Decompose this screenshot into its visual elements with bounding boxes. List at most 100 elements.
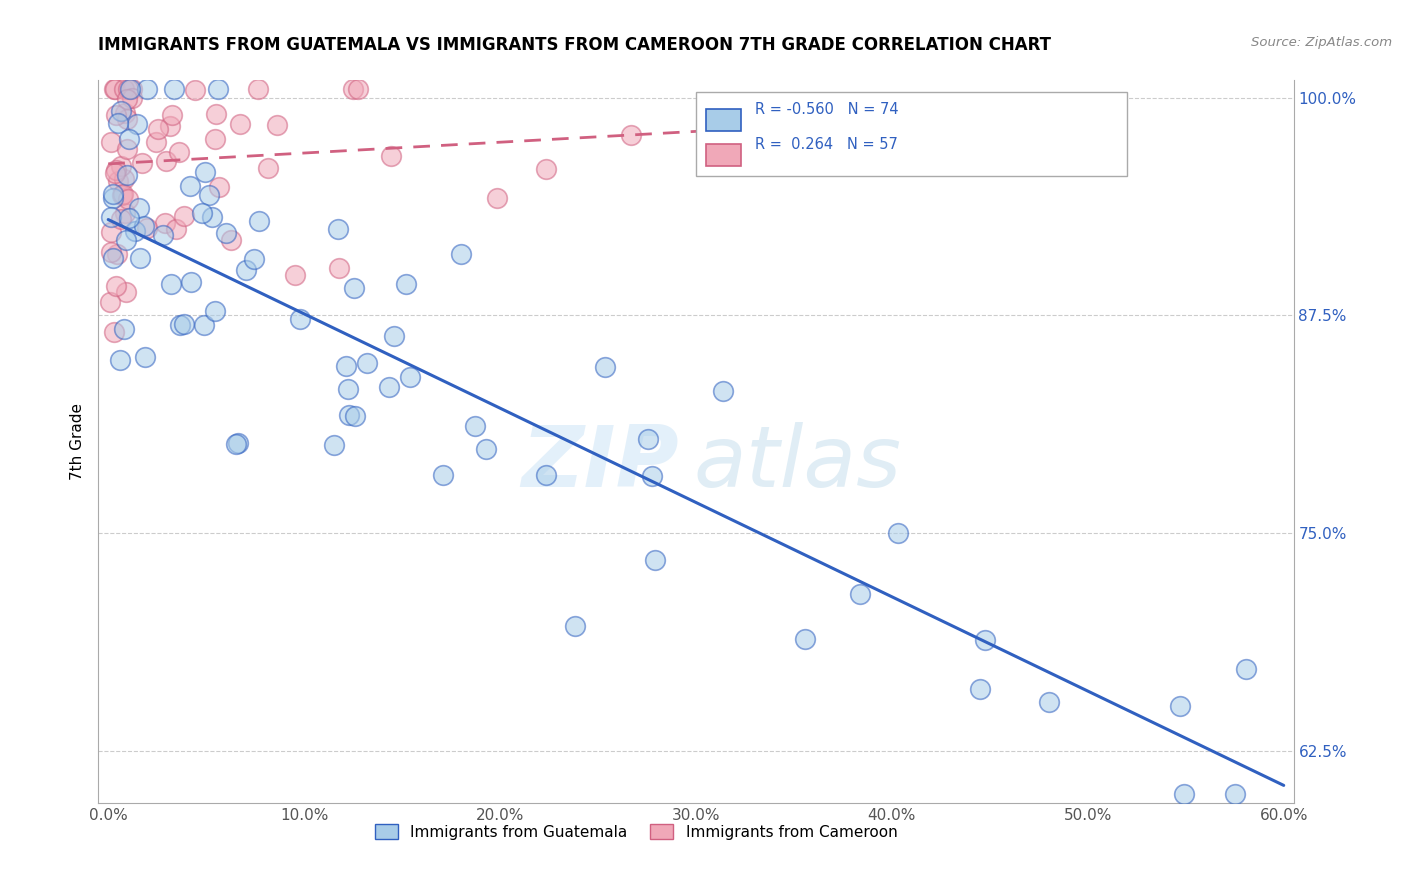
Point (180, 275, 202, 289)
Point (290, 311, 312, 326)
Point (198, 187, 221, 202)
Point (969, 681, 991, 696)
Point (105, 247, 128, 261)
Point (98, 294, 121, 309)
Point (173, 317, 195, 331)
Point (107, 116, 129, 130)
Point (146, 121, 169, 136)
Text: R = -0.560   N = 74: R = -0.560 N = 74 (755, 103, 898, 118)
Point (115, 142, 138, 156)
Point (247, 214, 270, 228)
Point (564, 619, 586, 633)
Point (1038, 695, 1060, 709)
Point (118, 211, 141, 225)
Point (243, 252, 266, 266)
Point (1223, 787, 1246, 801)
Legend: Immigrants from Guatemala, Immigrants from Cameroon: Immigrants from Guatemala, Immigrants fr… (368, 818, 904, 846)
Point (117, 112, 139, 126)
Point (644, 552, 666, 566)
Point (167, 145, 190, 159)
Point (266, 118, 288, 132)
Point (127, 117, 149, 131)
Point (486, 191, 509, 205)
Point (132, 219, 155, 233)
Point (711, 384, 734, 399)
Text: IMMIGRANTS FROM GUATEMALA VS IMMIGRANTS FROM CAMEROON 7TH GRADE CORRELATION CHAR: IMMIGRANTS FROM GUATEMALA VS IMMIGRANTS … (98, 36, 1052, 54)
Point (101, 251, 124, 265)
Point (450, 246, 472, 260)
Point (114, 206, 136, 220)
Point (219, 233, 242, 247)
Point (848, 587, 870, 601)
Point (100, 245, 122, 260)
Point (117, 82, 139, 96)
Point (124, 224, 146, 238)
Point (107, 174, 129, 188)
Text: atlas: atlas (693, 422, 901, 505)
Point (103, 325, 125, 339)
Point (193, 318, 215, 332)
Text: ZIP: ZIP (522, 422, 679, 505)
Point (105, 162, 128, 177)
Point (343, 409, 366, 423)
Point (153, 216, 176, 230)
Point (160, 108, 183, 122)
Point (100, 225, 122, 239)
Point (135, 221, 157, 235)
Point (1173, 787, 1195, 801)
Point (534, 467, 557, 482)
Point (382, 329, 405, 343)
Point (593, 360, 616, 375)
Bar (706, 144, 741, 166)
Point (110, 159, 132, 173)
Point (326, 221, 349, 235)
Point (204, 303, 226, 318)
Point (111, 187, 134, 202)
Point (205, 107, 228, 121)
Point (152, 227, 174, 242)
Point (145, 135, 167, 149)
Point (257, 161, 280, 176)
Point (112, 171, 135, 186)
Text: Source: ZipAtlas.com: Source: ZipAtlas.com (1251, 36, 1392, 49)
Point (101, 186, 124, 201)
Point (128, 201, 150, 215)
Y-axis label: 7th Grade: 7th Grade (69, 403, 84, 480)
Point (179, 179, 201, 194)
Point (104, 165, 127, 179)
Point (169, 318, 191, 332)
Point (204, 132, 226, 146)
Point (399, 369, 422, 384)
Bar (706, 109, 741, 131)
Point (207, 82, 229, 96)
Point (118, 131, 141, 145)
Point (100, 211, 122, 225)
Point (335, 359, 357, 373)
Point (620, 128, 643, 142)
Point (100, 135, 122, 149)
Point (346, 82, 368, 96)
Point (115, 91, 138, 105)
Point (464, 419, 486, 434)
Point (328, 260, 350, 275)
Point (183, 83, 205, 97)
Point (112, 82, 135, 96)
Point (1168, 698, 1191, 713)
Point (117, 192, 139, 206)
Point (342, 82, 364, 96)
Point (129, 251, 152, 265)
Text: R =  0.264   N = 57: R = 0.264 N = 57 (755, 137, 897, 153)
Point (131, 156, 153, 170)
Point (235, 263, 257, 277)
Point (155, 154, 177, 169)
Point (191, 206, 214, 220)
Point (395, 277, 418, 292)
Point (160, 277, 183, 291)
Point (110, 103, 132, 118)
Point (165, 222, 187, 236)
Point (173, 209, 195, 223)
Point (115, 233, 138, 247)
Point (208, 180, 231, 194)
Point (108, 353, 131, 368)
Point (103, 82, 125, 96)
